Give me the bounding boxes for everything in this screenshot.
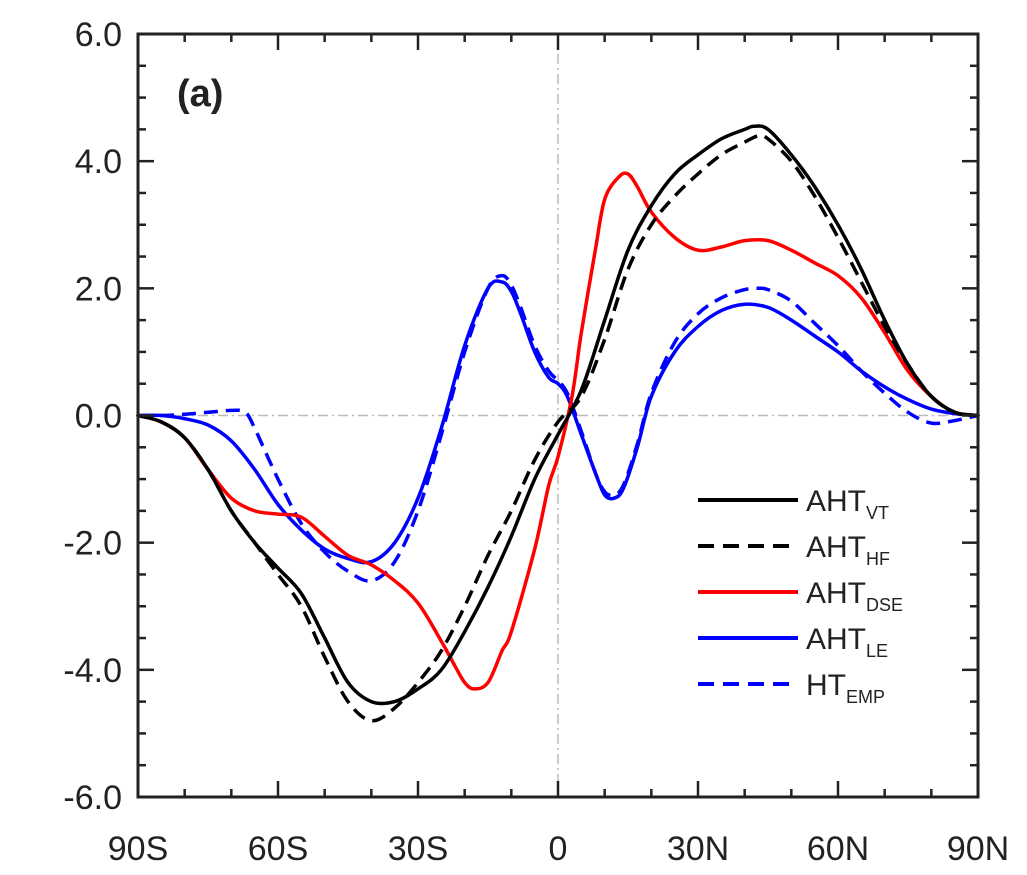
y-tick-label: -4.0 <box>63 652 122 690</box>
legend-label-subscript: HF <box>866 549 890 569</box>
x-tick-label: 60S <box>248 830 309 868</box>
legend-label-main: AHT <box>806 577 866 610</box>
axis-ticks <box>136 32 980 799</box>
legend-label: AHTVT <box>806 485 889 523</box>
panel-label: (a) <box>177 73 223 115</box>
y-tick-label: 6.0 <box>75 16 122 54</box>
legend-label-subscript: VT <box>866 503 889 523</box>
legend-label-subscript: LE <box>866 641 888 661</box>
legend-label-main: AHT <box>806 485 866 518</box>
zero-reference-lines <box>138 34 978 797</box>
x-tick-label: 90N <box>947 830 1009 868</box>
legend-label-subscript: EMP <box>846 687 885 707</box>
legend-label: HTEMP <box>806 669 885 707</box>
y-axis-tick-labels: -6.0 -4.0 -2.0 0.0 2.0 4.0 6.0 <box>63 16 122 817</box>
series-line-ht-emp <box>137 273 979 583</box>
y-tick-label: 0.0 <box>75 398 122 436</box>
y-tick-label: 4.0 <box>75 143 122 181</box>
series-line-aht-dse <box>136 171 980 691</box>
y-tick-label: 2.0 <box>75 270 122 308</box>
y-tick-label: -6.0 <box>63 779 122 817</box>
legend-label: AHTHF <box>806 531 890 569</box>
series-line-aht-vt <box>136 124 980 706</box>
legend-label-main: AHT <box>806 531 866 564</box>
x-tick-label: 30N <box>667 830 729 868</box>
y-tick-label: -2.0 <box>63 525 122 563</box>
x-axis-tick-labels: 90S 60S 30S 0 30N 60N 90N <box>108 830 1009 868</box>
x-tick-label: 90S <box>108 830 169 868</box>
legend-label: AHTLE <box>806 623 888 661</box>
series-line-aht-le <box>136 279 980 565</box>
legend-label: AHTDSE <box>806 577 903 615</box>
legend-label-main: AHT <box>806 623 866 656</box>
legend-label-main: HT <box>806 669 846 702</box>
legend-label-subscript: DSE <box>866 595 903 615</box>
x-tick-label: 0 <box>549 830 568 868</box>
series-layer <box>136 124 980 723</box>
x-tick-label: 30S <box>388 830 449 868</box>
x-tick-label: 60N <box>807 830 869 868</box>
